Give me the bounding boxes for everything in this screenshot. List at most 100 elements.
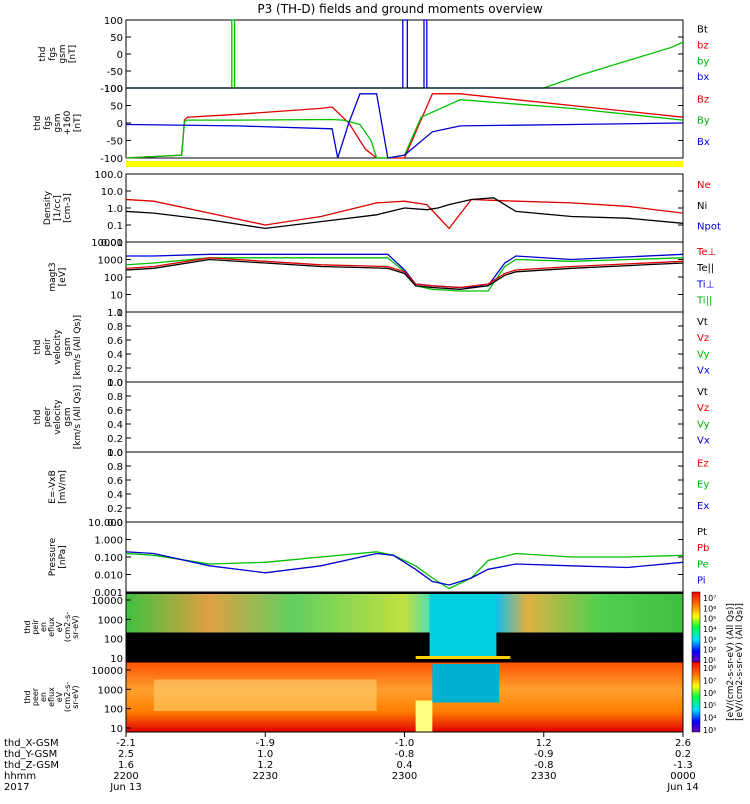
x-tick-label: 1.0 [257,749,273,760]
y-tick-label: 0.8 [107,392,123,403]
y-axis-label: eflux [47,687,56,707]
legend-entry: Ni [697,201,707,212]
colorbar-tick-label: 10⁶ [703,604,716,613]
y-tick-label: 0.6 [107,406,123,417]
legend-entry: Vy [697,419,710,430]
legend-entry: Pt [697,527,707,538]
y-tick-label: 10 [110,724,123,735]
panel-temp: 10000 1000 100 10 1 magt3 [eV] Te⊥ Te|| Ti⊥ Ti|| [48,238,716,319]
y-tick-label: 0.2 [107,504,123,515]
legend-entry: Ey [697,480,709,491]
x-tick-label: -1.9 [255,738,275,749]
legend-entry: bx [697,72,709,83]
x-tick-label: 0.4 [397,760,413,771]
y-tick-label: 0.0 [107,518,123,529]
y-tick-label: 0.8 [107,462,123,473]
x-tick-label: -1.0 [395,738,415,749]
y-tick-label: 100 [104,84,123,95]
x-tick-label: 1.6 [118,760,134,771]
y-axis-label: fgs [43,116,53,130]
chart-title: P3 (TH-D) fields and ground moments over… [257,2,542,16]
x-axis-row-label: thd_Z-GSM [4,760,59,771]
legend-entry: Pe [697,559,709,570]
y-tick-label: 1000 [98,685,123,696]
y-axis-label: Density [43,190,53,225]
legend-entry: Ti|| [696,296,712,307]
panel-frame [125,87,684,159]
y-axis-label: peer [43,406,53,427]
y-tick-label: 1 [117,308,123,319]
legend-entry: Te⊥ [696,247,716,258]
spectrogram-peer_flux: 10000 1000 100 10 thd peer en eflux eV (cm2-s-sr-… [23,661,716,735]
y-axis-label: [km/s (All Qs)] [73,385,83,449]
colorbar-tick-label: 10⁵ [703,615,716,624]
y-tick-label: 10.0 [101,187,123,198]
spectrogram-peir_flux: 10000 1000 100 10 thd peir en eflux eV (cm2-s-sr-… [23,591,716,665]
series-Bz [125,93,684,159]
y-tick-label: 0.2 [107,434,123,445]
x-axis-row-label: thd_X-GSM [4,738,59,749]
y-axis-label: en [39,692,48,702]
y-tick-label: -100 [100,154,123,165]
y-tick-label: 0.8 [107,322,123,333]
y-axis-label: [nT] [73,114,83,132]
y-axis-label: peer [31,687,40,706]
x-tick-label: -0.8 [395,749,415,760]
x-tick-label: 2300 [392,771,417,782]
panel-pressure: 10.000 1.000 0.100 0.010 0.001 Pressure [nPa] P… [48,518,709,599]
y-tick-label: 100 [104,16,123,27]
y-axis-label: velocity [53,399,63,435]
x-tick-label: 1.2 [536,738,552,749]
y-axis-label: eV [55,621,64,632]
spectrogram-flux-cavity [429,594,497,658]
legend-entry: Vt [697,387,708,398]
y-tick-label: 10000 [91,666,123,677]
x-axis-row-label: thd_Y-GSM [4,749,57,760]
y-tick-label: 1000 [98,615,123,626]
legend-entry: Vt [697,317,708,328]
y-tick-label: 0.01 [101,238,123,249]
quality-flag-strip [126,161,683,167]
panel-fgs_gsm: 100 50 0 -50 -100 thd fgs gsm [nT] Bt bz by bx [38,16,709,95]
legend-entry: by [697,56,709,67]
y-axis-label: [mV/m] [58,470,68,504]
legend-entry: Vx [697,436,710,447]
panel-frame [125,241,684,313]
colorbar-unit-label: [eV/(cm2-s-sr-eV) (All Qs)] [726,603,736,721]
y-axis-label: thd [33,340,43,355]
x-tick-label: 2.6 [675,738,691,749]
x-tick-label: 1.2 [257,760,273,771]
x-tick-label: 2230 [253,771,278,782]
legend-entry: Vz [697,333,709,344]
x-tick-label: 2.5 [118,749,134,760]
legend-entry: Ex [697,501,709,512]
panel-density: 100.0 10.0 1.0 0.1 0.01 Density [1/cc] [cm-3] Ne… [43,170,721,249]
y-axis-label: [km/s (All Qs)] [73,315,83,379]
y-axis-label: sr-eV) [71,615,80,638]
x-tick-label: 0.2 [675,749,691,760]
y-tick-label: 10000 [91,238,123,249]
legend-entry: Ti⊥ [696,279,714,290]
spectrogram-flux-band [126,594,683,633]
y-tick-label: 0.1 [107,221,123,232]
y-axis-label: magt3 [48,262,58,291]
y-axis-label: thd [23,690,32,703]
y-axis-label: (cm2-s- [63,682,72,712]
colorbar-tick-label: 10⁴ [703,625,716,634]
y-tick-label: 1000 [98,256,123,267]
y-tick-label: 1.0 [107,378,123,389]
panel-frame [125,451,684,523]
x-tick-label: -2.1 [116,738,136,749]
y-tick-label: 100.0 [94,170,123,181]
y-tick-label: 10000 [91,596,123,607]
y-tick-label: 100 [104,273,123,284]
x-tick-label: -0.8 [534,760,554,771]
y-tick-label: 0.0 [107,448,123,459]
legend-entry: Pb [697,543,709,554]
colorbar-unit-labels: [eV/(cm2-s-sr-eV) (All Qs)] [eV/(cm2-s-sr… [726,603,745,721]
panel-frame [125,381,684,453]
series-Te⊥ [125,257,684,289]
series-Pi [125,551,684,586]
y-tick-label: 10.000 [88,518,123,529]
